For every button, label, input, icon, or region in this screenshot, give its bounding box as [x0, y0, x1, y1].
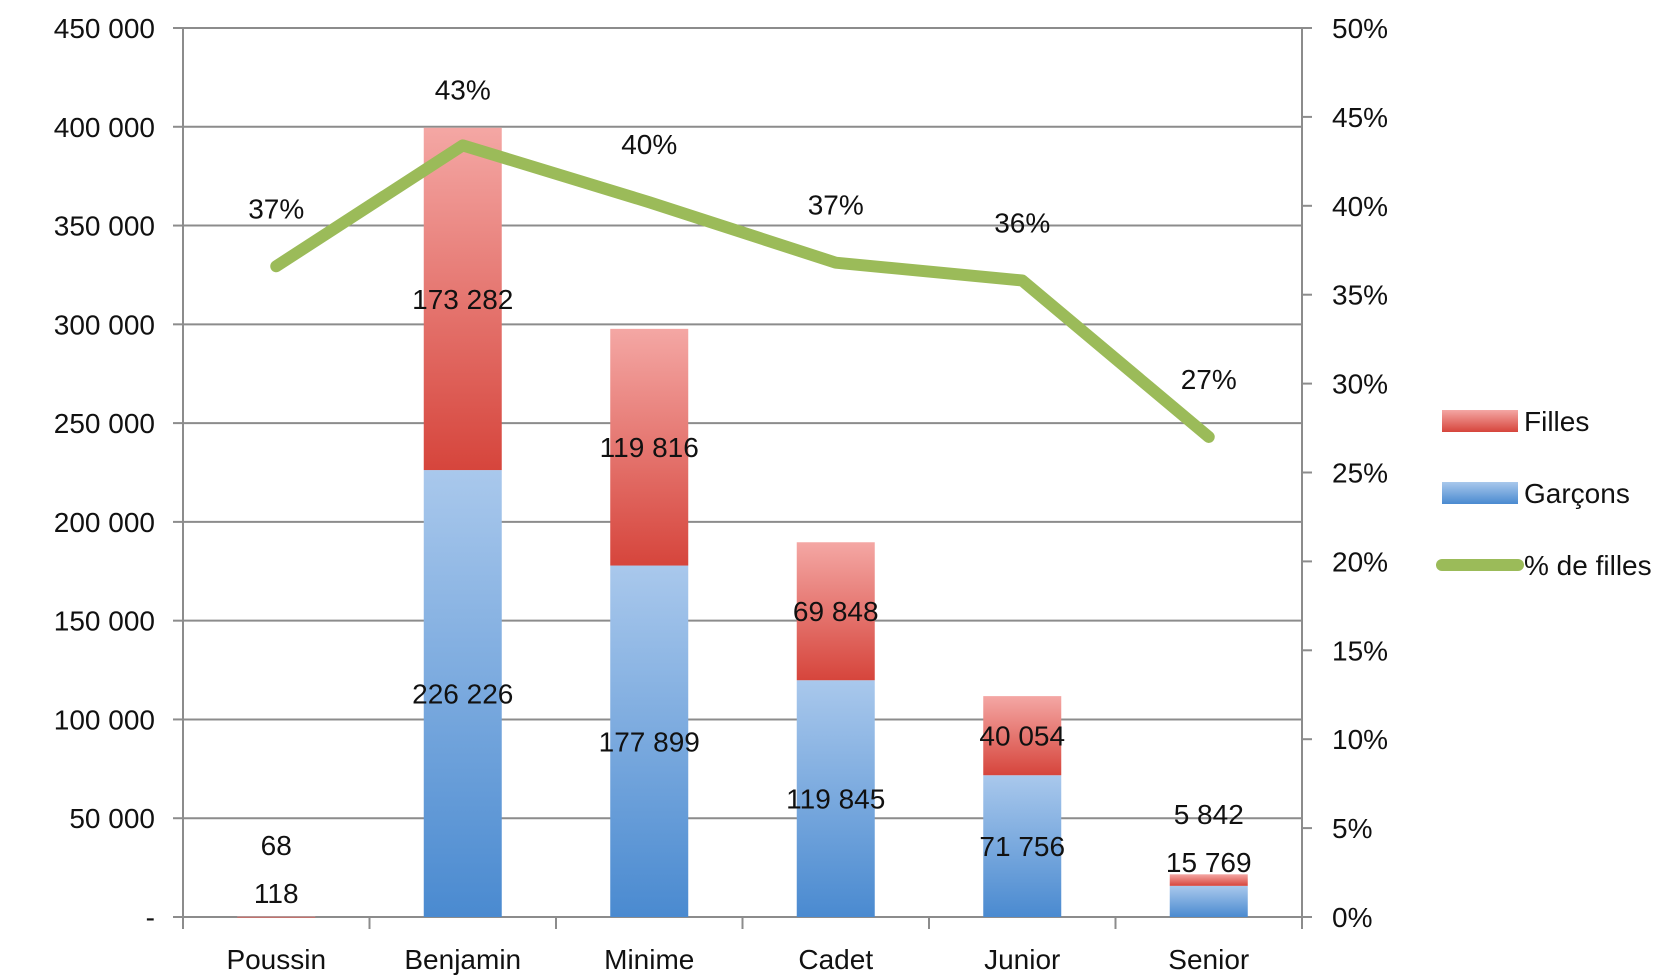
bar-garcons [796, 680, 875, 917]
y-right-tick-label: 20% [1332, 546, 1388, 577]
label-pct-filles: 40% [621, 129, 677, 160]
label-pct-filles: 37% [248, 193, 304, 224]
label-pct-filles: 43% [435, 74, 491, 105]
label-garcons: 71 756 [979, 831, 1065, 862]
bar-garcons [423, 470, 502, 917]
label-filles: 68 [261, 830, 292, 861]
bar-garcons [983, 775, 1062, 917]
label-garcons: 119 845 [786, 784, 885, 815]
category-label: Poussin [226, 944, 326, 975]
y-left-tick-label: 150 000 [54, 606, 155, 637]
label-filles: 173 282 [412, 284, 513, 315]
y-left-tick-label: 100 000 [54, 704, 155, 735]
legend-label: Garçons [1524, 478, 1630, 509]
point-pct-filles [834, 261, 837, 264]
y-right-tick-label: 25% [1332, 458, 1388, 489]
point-pct-filles [1021, 279, 1024, 282]
label-filles: 69 848 [793, 596, 879, 627]
point-pct-filles [275, 265, 278, 268]
bar-garcons [1169, 885, 1248, 917]
label-pct-filles: 37% [808, 190, 864, 221]
y-left-tick-label: 250 000 [54, 408, 155, 439]
y-right-tick-label: 40% [1332, 191, 1388, 222]
bar-filles [610, 328, 689, 566]
y-right-tick-label: 15% [1332, 635, 1388, 666]
y-right-tick-label: 10% [1332, 724, 1388, 755]
legend-swatch-filles [1442, 410, 1518, 432]
y-left-tick-label: 200 000 [54, 507, 155, 538]
label-pct-filles: 36% [994, 207, 1050, 238]
bars [237, 127, 1248, 918]
percent-line [270, 139, 1215, 443]
y-right-tick-label: 5% [1332, 813, 1372, 844]
data-labels: 118 68 226 226 173 282 177 899 119 816 119 845… [248, 74, 1251, 908]
y-right-tick-label: 45% [1332, 102, 1388, 133]
y-left-tick-label: 300 000 [54, 309, 155, 340]
gridlines [183, 27, 1302, 820]
bar-filles [796, 542, 875, 681]
y-left-tick-label: 450 000 [54, 13, 155, 44]
y-left-tick-label: 400 000 [54, 112, 155, 143]
bar-filles [983, 696, 1062, 776]
y-left-tick-label: 350 000 [54, 211, 155, 242]
label-filles: 119 816 [600, 432, 699, 463]
y-right-tick-label: 0% [1332, 902, 1372, 933]
y-left-tick-label: - [146, 902, 155, 933]
category-label: Minime [604, 944, 694, 975]
label-garcons: 15 769 [1166, 847, 1252, 878]
legend-label: % de filles [1524, 550, 1652, 581]
legend-label: Filles [1524, 406, 1589, 437]
category-label: Benjamin [404, 944, 521, 975]
point-pct-filles [648, 201, 651, 204]
bar-garcons [610, 565, 689, 917]
category-label: Senior [1168, 944, 1249, 975]
label-filles: 40 054 [979, 721, 1065, 752]
axes: - 50 000 100 000 150 000 200 000 250 000 300 0… [54, 13, 1388, 975]
bar-filles [1169, 874, 1248, 886]
y-left-tick-label: 50 000 [69, 803, 155, 834]
label-garcons: 118 [254, 878, 299, 909]
bar-filles [237, 916, 316, 918]
legend: Filles Garçons % de filles [1436, 406, 1652, 581]
bar-filles [423, 127, 502, 471]
label-garcons: 177 899 [599, 726, 700, 757]
category-label: Junior [984, 944, 1060, 975]
y-right-tick-label: 30% [1332, 369, 1388, 400]
label-filles: 5 842 [1174, 799, 1244, 830]
point-pct-filles [1207, 435, 1210, 438]
label-garcons: 226 226 [412, 679, 513, 710]
y-right-tick-label: 50% [1332, 13, 1388, 44]
point-pct-filles [461, 144, 464, 147]
y-right-tick-label: 35% [1332, 280, 1388, 311]
label-pct-filles: 27% [1181, 364, 1237, 395]
category-label: Cadet [798, 944, 873, 975]
legend-swatch-garcons [1442, 482, 1518, 504]
line-pct-filles [270, 139, 1215, 443]
